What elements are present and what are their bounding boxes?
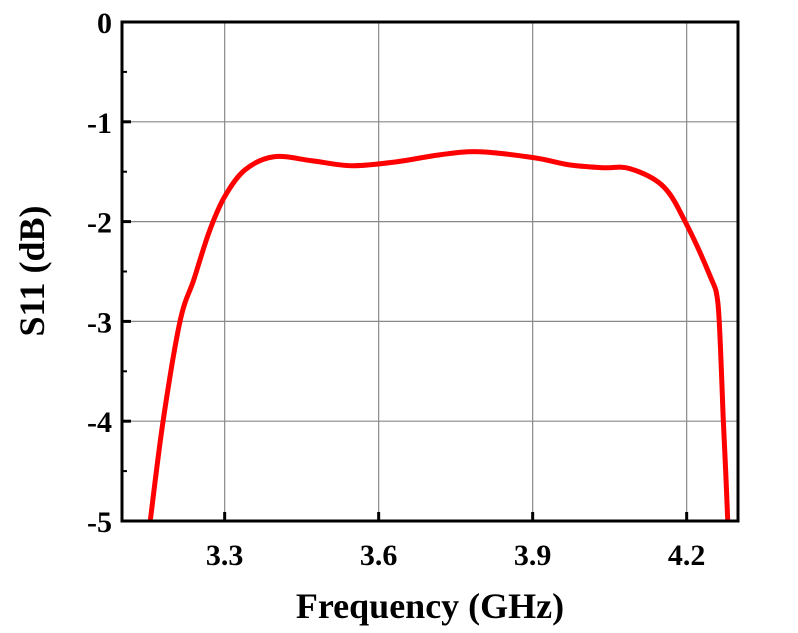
plot-frame xyxy=(120,20,740,523)
ticks: 3.3 3.6 3.9 4.2 0 -1 -2 -3 -4 -5 xyxy=(87,7,705,572)
y-tick-label: -5 xyxy=(87,506,112,539)
x-axis-label: Frequency (GHz) xyxy=(296,586,564,626)
x-tick-label: 3.3 xyxy=(206,539,244,572)
y-tick-label: -3 xyxy=(87,306,112,339)
x-tick-label: 4.2 xyxy=(668,539,706,572)
y-tick-label: -2 xyxy=(87,207,112,240)
y-tick-label: -4 xyxy=(87,406,112,439)
grid xyxy=(122,22,738,521)
y-tick-label: -1 xyxy=(87,107,112,140)
y-axis-label: S11 (dB) xyxy=(12,205,52,336)
s11-curve xyxy=(147,149,731,521)
series-layer xyxy=(147,149,731,521)
x-tick-label: 3.6 xyxy=(360,539,398,572)
x-tick-label: 3.9 xyxy=(514,539,552,572)
y-tick-label: 0 xyxy=(97,7,112,40)
